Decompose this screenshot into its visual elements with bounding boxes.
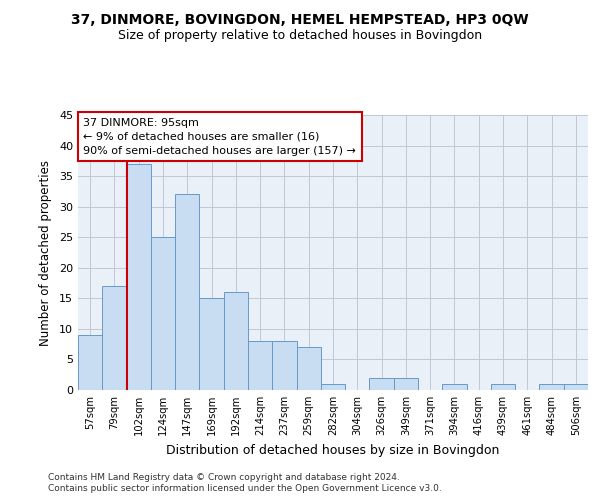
- Text: 37 DINMORE: 95sqm
← 9% of detached houses are smaller (16)
90% of semi-detached : 37 DINMORE: 95sqm ← 9% of detached house…: [83, 118, 356, 156]
- Bar: [272, 341, 296, 390]
- Bar: [564, 384, 588, 390]
- Bar: [296, 347, 321, 390]
- Text: Contains HM Land Registry data © Crown copyright and database right 2024.: Contains HM Land Registry data © Crown c…: [48, 473, 400, 482]
- Text: Contains public sector information licensed under the Open Government Licence v3: Contains public sector information licen…: [48, 484, 442, 493]
- X-axis label: Distribution of detached houses by size in Bovingdon: Distribution of detached houses by size …: [166, 444, 500, 456]
- Bar: [394, 378, 418, 390]
- Bar: [199, 298, 224, 390]
- Bar: [175, 194, 199, 390]
- Bar: [127, 164, 151, 390]
- Bar: [248, 341, 272, 390]
- Bar: [539, 384, 564, 390]
- Bar: [102, 286, 127, 390]
- Text: 37, DINMORE, BOVINGDON, HEMEL HEMPSTEAD, HP3 0QW: 37, DINMORE, BOVINGDON, HEMEL HEMPSTEAD,…: [71, 12, 529, 26]
- Bar: [224, 292, 248, 390]
- Y-axis label: Number of detached properties: Number of detached properties: [39, 160, 52, 346]
- Bar: [442, 384, 467, 390]
- Bar: [78, 335, 102, 390]
- Bar: [370, 378, 394, 390]
- Text: Size of property relative to detached houses in Bovingdon: Size of property relative to detached ho…: [118, 29, 482, 42]
- Bar: [151, 237, 175, 390]
- Bar: [491, 384, 515, 390]
- Bar: [321, 384, 345, 390]
